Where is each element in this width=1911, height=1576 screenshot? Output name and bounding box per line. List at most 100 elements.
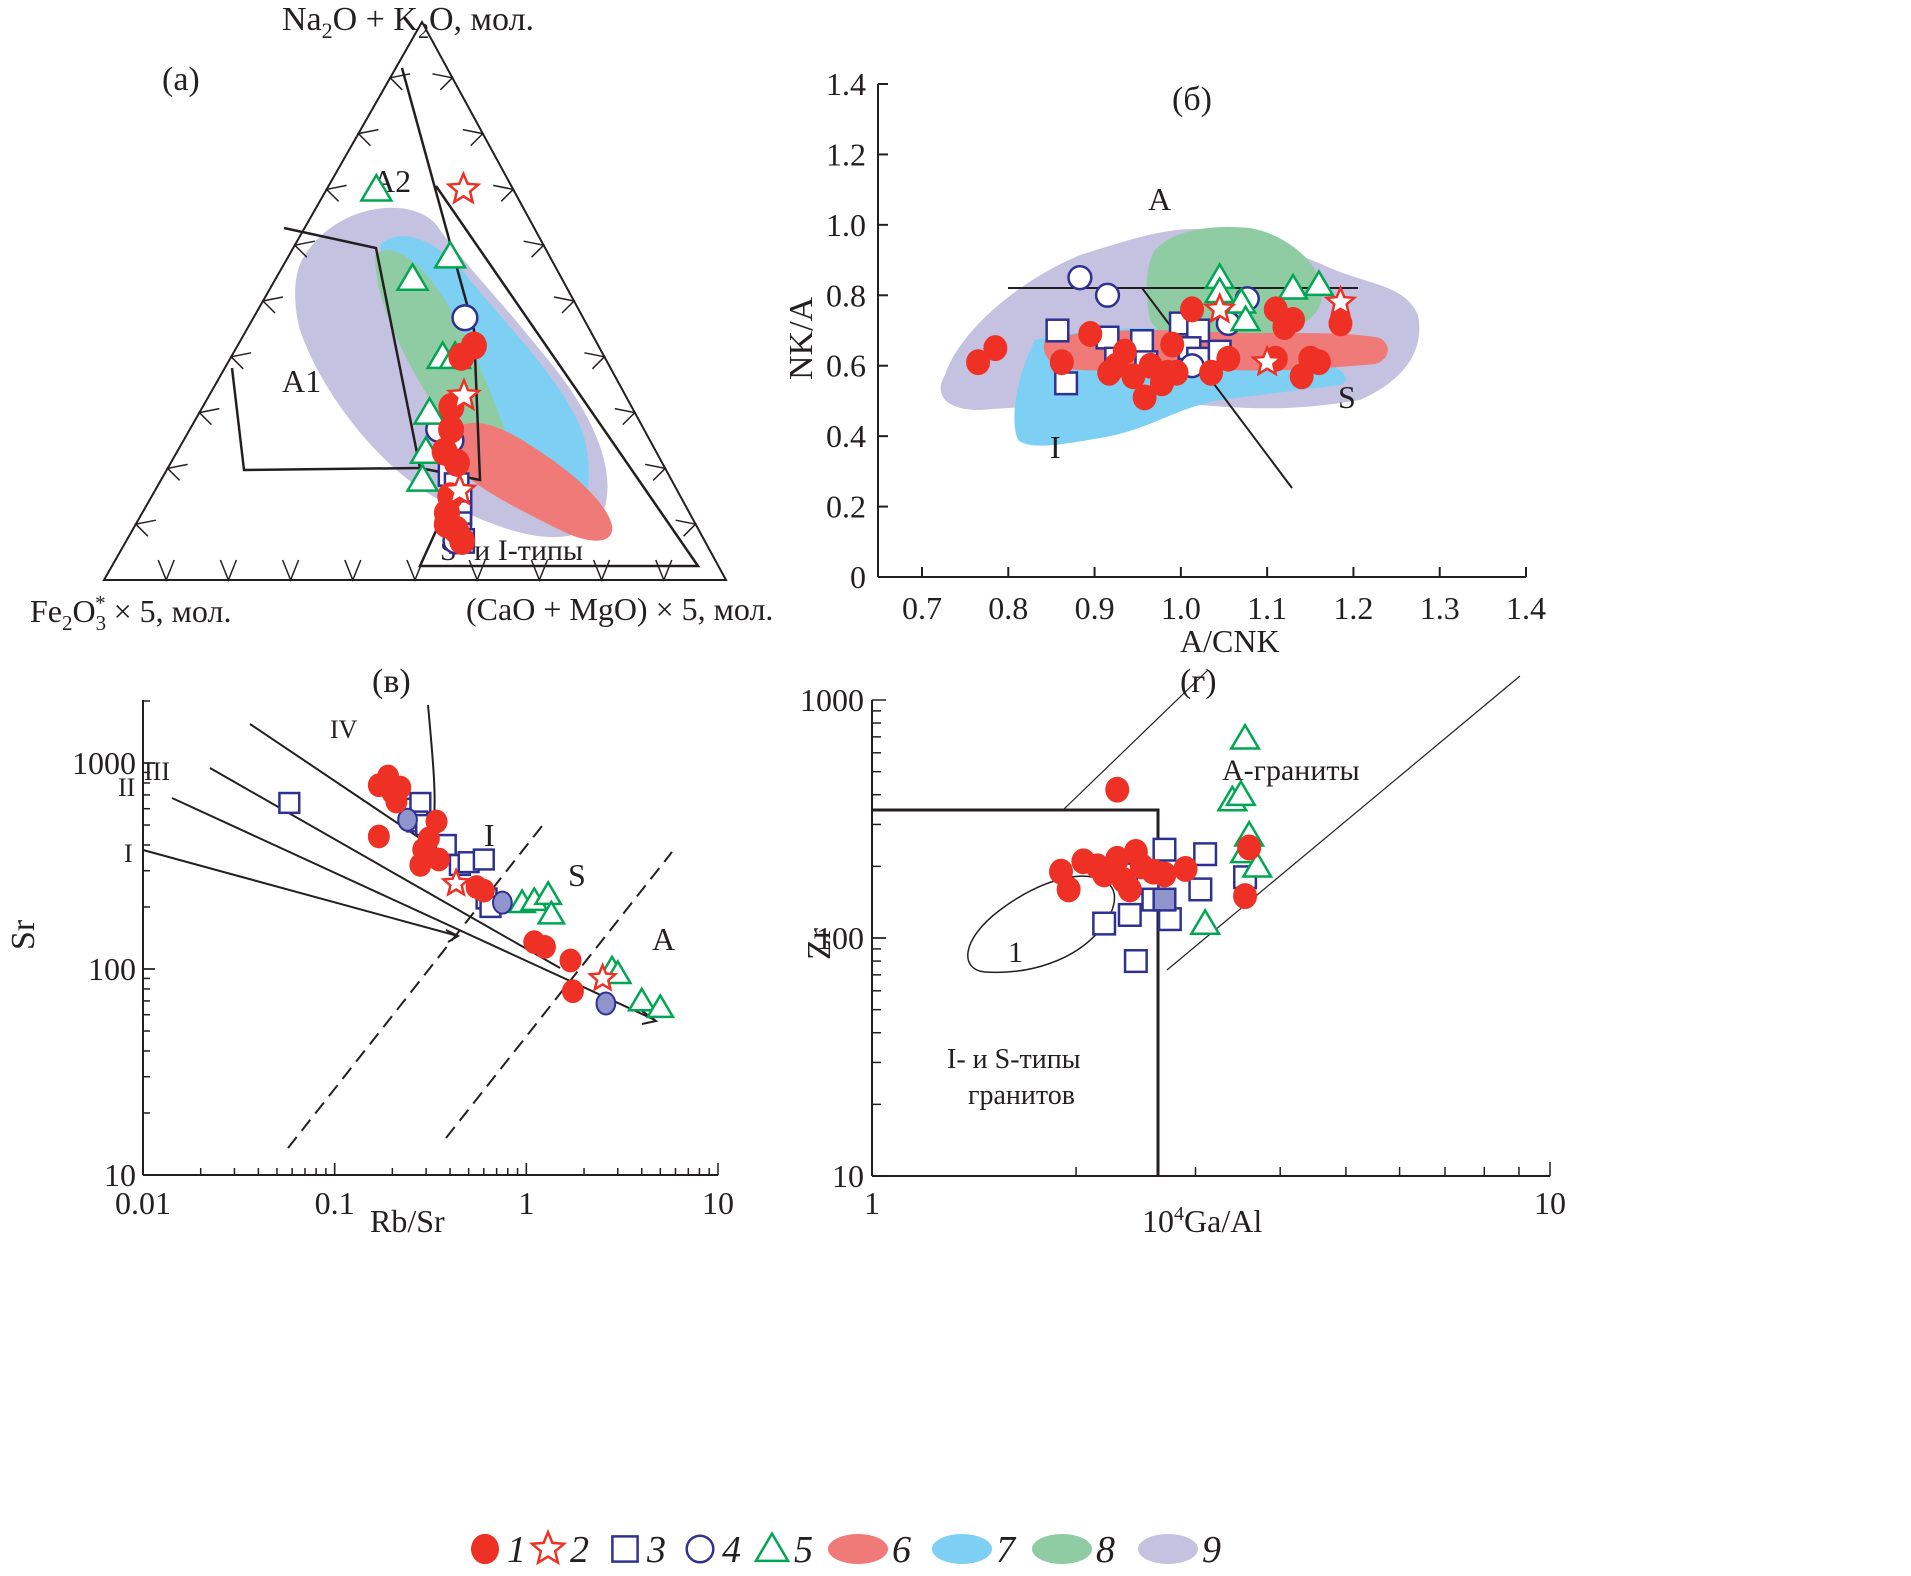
tick-mark [530, 559, 549, 583]
x-tick-label: 1 [864, 1185, 880, 1221]
tick-mark [584, 352, 606, 370]
point-series-3-filled [492, 890, 513, 915]
point-series-1 [443, 448, 470, 477]
ternary-ticks [134, 73, 698, 583]
point-series-2 [445, 170, 482, 205]
point-series-3-filled [397, 807, 418, 832]
tick-mark [325, 184, 347, 202]
arrow-head [641, 1010, 659, 1025]
point-series-1 [1237, 834, 1262, 861]
point-series-1 [1328, 310, 1353, 337]
y-tick-label: 10 [104, 1157, 136, 1193]
x-tick-label: 0.1 [315, 1185, 355, 1221]
point-series-5 [405, 462, 440, 492]
field-label-granites: гранитов [968, 1080, 1075, 1111]
field-label-is-types: I- и S-типы [947, 1044, 1081, 1075]
trend-line-i [142, 849, 459, 937]
point-series-5 [626, 986, 657, 1012]
y-tick-label: 0 [850, 559, 866, 595]
y-axis-label-g: Zr [801, 927, 838, 960]
panel-b-axes: 0.7 0.8 0.9 1.0 1.1 1.2 1.3 1.4 0 0.2 0.4 0.6 0.8 1.0… [826, 66, 1546, 626]
point-series-1 [1199, 359, 1224, 386]
point-series-5 [533, 879, 564, 906]
x-tick-label: 1 [518, 1185, 534, 1221]
point-series-5 [1224, 779, 1257, 807]
tick-mark [655, 559, 673, 583]
legend-item-1: 1 [471, 1529, 526, 1571]
x-tick-label: 0.7 [902, 590, 942, 626]
legend-label: 2 [570, 1529, 589, 1571]
x-tick-label: 1.4 [1506, 590, 1546, 626]
boundary-box [872, 808, 1160, 1176]
point-series-1 [1173, 856, 1198, 882]
point-series-1 [367, 824, 390, 849]
point-series-2 [1250, 344, 1284, 377]
legend-swatch [528, 1528, 568, 1566]
point-series-5 [1241, 850, 1274, 878]
legend-swatch [611, 1535, 639, 1563]
y-tick-label: 1.4 [826, 66, 866, 102]
apex-label-left: Fe2O3* × 5, мол. [30, 591, 231, 635]
point-series-5 [536, 899, 567, 925]
tick-mark [261, 296, 284, 314]
point-series-4 [451, 304, 479, 332]
point-series-1 [1105, 845, 1130, 872]
legend-item-6: 6 [828, 1529, 911, 1571]
y-tick-label: 0.6 [826, 348, 866, 384]
panel-a-ternary: Na2O + K2O, мол. (а) A2 A1 S- и I-типы F… [30, 1, 773, 635]
tick-mark [344, 559, 362, 583]
legend-item-8: 8 [1032, 1529, 1115, 1571]
x-tick-label: 1.3 [1420, 590, 1460, 626]
panel-label-a: (а) [162, 61, 200, 98]
x-tick-label: 0.01 [115, 1185, 171, 1221]
y-tick-label: 1.0 [826, 207, 866, 243]
trend-label-ii: II [118, 773, 135, 802]
point-series-1 [1281, 306, 1306, 333]
x-tick-label: 1.1 [1247, 590, 1287, 626]
point-series-1 [966, 349, 991, 376]
point-series-5 [433, 239, 468, 269]
panel-g-points [1048, 722, 1274, 974]
boundary-diagonal [1141, 287, 1293, 489]
point-series-1 [427, 847, 450, 872]
x-tick-label: 1.2 [1333, 590, 1373, 626]
field-label-a: A [652, 921, 675, 957]
point-series-5 [645, 992, 676, 1019]
point-series-2 [445, 377, 482, 412]
tick-mark [356, 128, 379, 147]
tick-mark [219, 559, 238, 583]
point-series-5 [395, 261, 430, 291]
legend-label: 4 [722, 1529, 741, 1571]
field-6-red [450, 422, 613, 541]
point-series-1 [983, 335, 1008, 362]
point-series-3 [1092, 911, 1117, 936]
y-tick-label: 0.2 [826, 489, 866, 525]
legend-swatch [1032, 1534, 1092, 1564]
legend-item-7: 7 [932, 1529, 1017, 1571]
tick-mark [432, 73, 454, 91]
point-series-5 [412, 395, 447, 425]
point-series-3-filled [1152, 887, 1177, 912]
point-series-1 [1132, 384, 1157, 411]
point-series-5 [1229, 722, 1262, 750]
legend-swatch [685, 1534, 715, 1564]
point-series-3 [409, 791, 432, 815]
panel-v-points [278, 764, 676, 1019]
field-label-a: A [1148, 181, 1171, 217]
panel-label-v: (в) [372, 663, 411, 700]
tick-mark [229, 352, 252, 370]
y-axis-label-v: Sr [5, 919, 42, 950]
point-series-3 [278, 791, 301, 815]
x-tick-label: 0.8 [988, 590, 1028, 626]
point-series-1 [1078, 321, 1103, 347]
field-label-i: I [1050, 429, 1061, 465]
point-series-1 [1105, 776, 1130, 803]
point-series-1 [448, 342, 475, 371]
dashed-boundary-1 [287, 825, 543, 1149]
point-series-2 [440, 867, 472, 897]
legend-label: 9 [1202, 1529, 1221, 1571]
point-series-1 [1216, 345, 1241, 372]
field-label-1: 1 [1008, 936, 1023, 969]
trend-label-iv: IV [330, 715, 358, 744]
